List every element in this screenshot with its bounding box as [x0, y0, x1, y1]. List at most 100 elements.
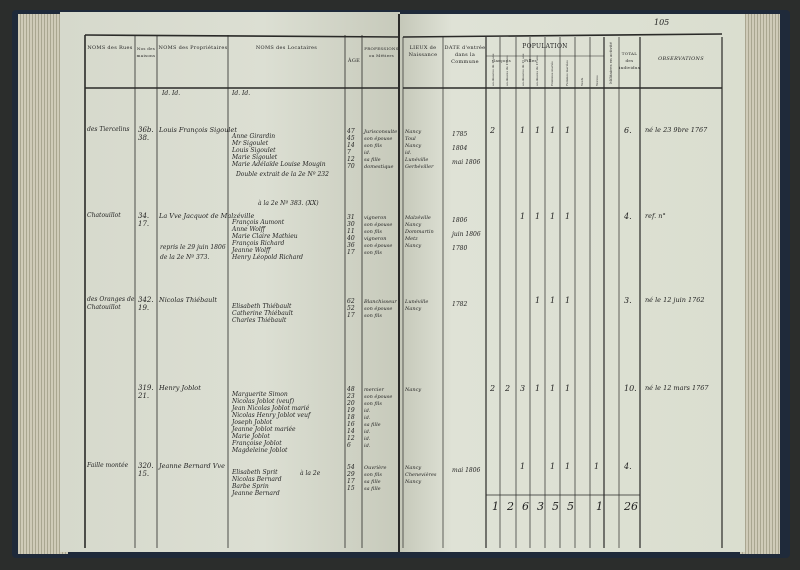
totals-population: 1	[492, 500, 499, 513]
profession: sa fille	[364, 479, 381, 485]
page-edges-left	[18, 14, 68, 554]
profession: Ouvrière	[364, 465, 387, 471]
tenant-name: François Richard	[232, 240, 285, 247]
age-value: 17	[347, 478, 355, 485]
age-value: 30	[347, 221, 355, 228]
population-count: 2	[490, 384, 496, 393]
tenant-name: Jeanne Bernard	[232, 490, 280, 497]
profession: id.	[364, 150, 371, 156]
age-value: 29	[347, 471, 355, 478]
population-count: 2	[505, 384, 511, 393]
birthplace: Nancy	[405, 465, 422, 471]
population-count: 3	[520, 384, 526, 393]
tenant-name: Elisabeth Thiébault	[232, 303, 292, 310]
profession: son fils	[364, 143, 382, 149]
birthplace: Nancy	[405, 243, 422, 249]
header-age: ÂGE	[347, 58, 361, 64]
totals-grand-total: 26	[624, 500, 638, 513]
birthplace: id.	[405, 150, 412, 156]
header-subcol: au-dessus de 15 ans	[535, 55, 539, 86]
profession: domestique	[364, 164, 394, 170]
total-count: 4.	[624, 462, 632, 471]
header-garcons: Garçons	[492, 58, 511, 63]
tenant-name: Nicolas Henry Joblot veuf	[232, 412, 311, 419]
birthplace: Nancy	[405, 387, 422, 393]
total-count: 4.	[624, 212, 632, 221]
tenant-name: Magdeleine Joblot	[232, 447, 288, 454]
tenant-name: Jean Nicolas Joblot marié	[232, 405, 310, 412]
age-value: 47	[347, 128, 355, 135]
birthplace: Toul	[405, 136, 416, 142]
population-count: 1	[550, 212, 556, 221]
profession: son épouse	[364, 243, 393, 249]
header-rues: NOMS des Rues	[87, 45, 133, 51]
total-count: 6.	[624, 126, 632, 135]
age-value: 20	[347, 400, 355, 407]
age-value: 45	[347, 135, 355, 142]
tenant-name: Marguerite Simon	[232, 391, 288, 398]
header-total: TOTAL des individus	[619, 51, 641, 70]
header-locataires: NOMS des Locataires	[255, 45, 318, 51]
population-count: 1	[520, 212, 526, 221]
population-count: 1	[594, 462, 600, 471]
population-count: 1	[535, 126, 541, 135]
owner-note: de la 2e Nº 373.	[160, 254, 210, 261]
profession: id.	[364, 408, 371, 414]
profession: son épouse	[364, 394, 393, 400]
birthplace: Gerbéviller	[405, 164, 434, 170]
house-number: 342. 19.	[138, 296, 154, 312]
population-count: 1	[565, 384, 571, 393]
population-count: 2	[490, 126, 496, 135]
profession: son fils	[364, 472, 382, 478]
street-name: des Tiercelins	[87, 126, 130, 133]
age-value: 14	[347, 428, 355, 435]
owner-name: Henry Joblot	[159, 384, 201, 392]
header-top-rule	[402, 33, 723, 38]
birthplace: Malzéville	[405, 215, 431, 221]
profession: Blanchisseur	[364, 299, 397, 305]
header-subcol: Veufs	[580, 77, 584, 86]
age-value: 36	[347, 242, 355, 249]
tenant-name: Anne Wolff	[232, 226, 266, 233]
population-count: 1	[565, 462, 571, 471]
tenant-name: Jeanne Wolff	[232, 247, 271, 254]
totals-population: 5	[552, 500, 559, 513]
street-name: des Oranges de Chatouillot	[87, 296, 135, 311]
age-value: 16	[347, 421, 355, 428]
totals-population: 5	[567, 500, 574, 513]
tenant-name: Marie Adélaïde Louise Mougin	[232, 161, 326, 168]
owner-name: La Vve Jacquot de Malzéville	[159, 212, 255, 220]
population-count: 1	[565, 126, 571, 135]
age-value: 31	[347, 214, 355, 221]
profession: id.	[364, 443, 371, 449]
header-professions: PROFESSIONS ou Métiers	[364, 46, 399, 58]
population-count: 1	[535, 296, 541, 305]
population-count: 1	[535, 212, 541, 221]
entry-date: mai 1806	[452, 467, 481, 474]
entry-date: 1804	[452, 145, 468, 152]
observation: né le 23 9bre 1767	[645, 126, 708, 134]
birthplace: Lunéville	[405, 299, 429, 305]
age-value: 52	[347, 305, 355, 312]
birthplace: Nancy	[405, 306, 422, 312]
tenant-name: Joseph Joblot	[232, 419, 273, 426]
observation: né le 12 juin 1762	[645, 296, 705, 304]
entry-date: 1780	[452, 245, 468, 252]
street-name: Chatouillot	[87, 212, 121, 219]
birthplace: Nancy	[405, 129, 422, 135]
header-subcol: au-dessus de 15 ans	[505, 55, 509, 86]
birthplace: Nancy	[405, 479, 422, 485]
age-value: 15	[347, 485, 355, 492]
profession: son fils	[364, 313, 382, 319]
header-subcol: au-dessous de 15 ans	[491, 53, 495, 86]
tenant-name: Catherine Thiébault	[232, 310, 294, 317]
profession: son épouse	[364, 222, 393, 228]
totals-population: 6	[522, 500, 529, 513]
population-count: 1	[565, 296, 571, 305]
tenant-name: Barbe Sprin	[232, 483, 269, 490]
population-count: 1	[550, 462, 556, 471]
profession: son fils	[364, 229, 382, 235]
population-count: 1	[520, 462, 526, 471]
profession: son épouse	[364, 136, 393, 142]
